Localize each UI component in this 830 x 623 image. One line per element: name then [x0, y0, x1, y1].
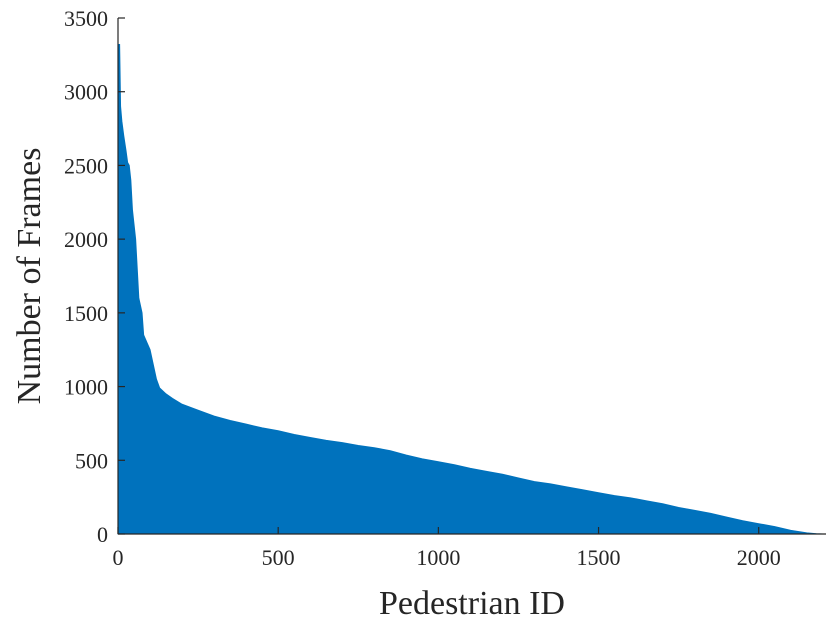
- x-tick-label: 500: [262, 545, 295, 570]
- y-tick-label: 500: [75, 448, 108, 473]
- x-tick-label: 0: [113, 545, 124, 570]
- x-tick-label: 1000: [416, 545, 460, 570]
- axis-ticks: 0 500 1000 1500 2000 0 500 1000 1500 2000 2500 3000…: [64, 6, 781, 570]
- y-tick-label: 2500: [64, 153, 108, 178]
- y-axis-title: Number of Frames: [11, 148, 48, 405]
- x-tick-label: 1500: [577, 545, 621, 570]
- y-tick-label: 2000: [64, 227, 108, 252]
- x-axis-title: Pedestrian ID: [379, 585, 565, 622]
- y-tick-label: 1000: [64, 375, 108, 400]
- y-tick-label: 1500: [64, 301, 108, 326]
- y-tick-label: 3000: [64, 80, 108, 105]
- x-tick-label: 2000: [737, 545, 781, 570]
- area-series-0: [117, 44, 826, 535]
- y-tick-label: 0: [97, 522, 108, 547]
- plot-area: [117, 44, 826, 535]
- axes-frame: [117, 18, 826, 535]
- y-tick-label: 3500: [64, 6, 108, 31]
